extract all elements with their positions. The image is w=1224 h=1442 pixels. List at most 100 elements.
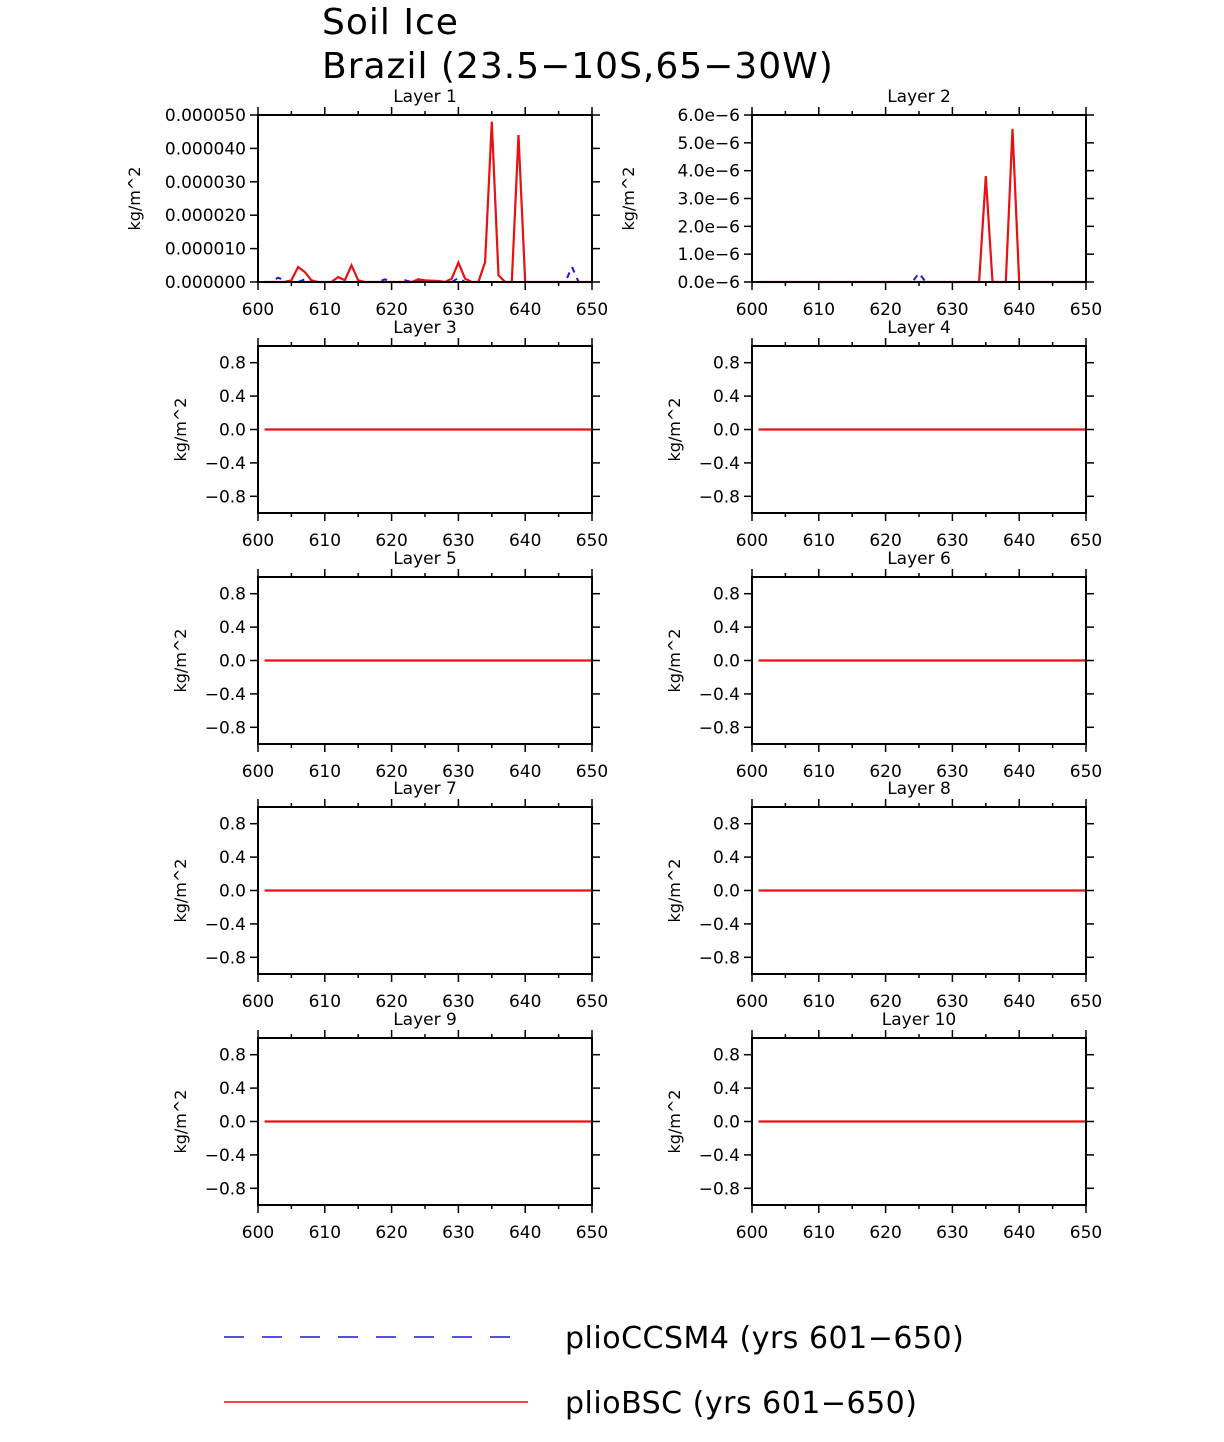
plot-frame xyxy=(751,114,1087,283)
x-tick-label: 610 xyxy=(803,762,835,782)
x-tick-label: 650 xyxy=(1070,992,1102,1012)
y-tick-label: 0.0 xyxy=(713,1113,740,1133)
x-tick-label: 600 xyxy=(242,300,274,320)
y-tick-label: −0.4 xyxy=(699,915,740,935)
x-tick-label: 640 xyxy=(509,762,541,782)
y-tick-label: 2.0e−6 xyxy=(677,217,740,237)
plot-frame xyxy=(257,114,593,283)
y-axis-label: kg/m^2 xyxy=(665,629,684,693)
x-tick-label: 600 xyxy=(242,531,274,551)
x-tick-label: 640 xyxy=(509,300,541,320)
y-tick-label: 0.0 xyxy=(219,1113,246,1133)
x-tick-label: 630 xyxy=(442,300,474,320)
x-tick-label: 650 xyxy=(1070,1223,1102,1243)
y-tick-label: −0.8 xyxy=(699,718,740,738)
y-tick-label: 0.8 xyxy=(219,815,246,835)
y-tick-label: 6.0e−6 xyxy=(677,106,740,126)
y-tick-label: −0.4 xyxy=(205,915,246,935)
panel-layer-9: 600 610 620 630 640 650 −0.8 −0.4 0.0 0.4 0.8 Layer… xyxy=(171,1010,608,1243)
panel-title: Layer 10 xyxy=(882,1010,956,1030)
y-axis-label: kg/m^2 xyxy=(665,1090,684,1154)
y-tick-label: 0.8 xyxy=(219,1046,246,1066)
panel-title: Layer 7 xyxy=(393,779,457,799)
x-tick-label: 620 xyxy=(375,531,407,551)
x-tick-label: 640 xyxy=(1003,1223,1035,1243)
y-axis-label: kg/m^2 xyxy=(171,859,190,923)
y-tick-label: 0.4 xyxy=(219,1079,246,1099)
x-tick-label: 640 xyxy=(509,1223,541,1243)
y-tick-label: 0.000020 xyxy=(165,206,246,226)
x-tick-label: 630 xyxy=(936,1223,968,1243)
y-tick-label: 0.8 xyxy=(713,585,740,605)
y-tick-label: 0.0 xyxy=(219,421,246,441)
y-tick-label: −0.8 xyxy=(205,487,246,507)
figure-title: Soil Ice xyxy=(322,2,459,43)
y-tick-label: −0.4 xyxy=(205,1146,246,1166)
y-tick-label: 0.000050 xyxy=(165,106,246,126)
panel-layer-1: 600 610 620 630 640 650 0.000000 0.000010 0.0000… xyxy=(125,87,608,320)
y-tick-label: −0.4 xyxy=(699,1146,740,1166)
x-tick-label: 650 xyxy=(1070,300,1102,320)
x-tick-label: 620 xyxy=(869,992,901,1012)
x-tick-label: 650 xyxy=(576,300,608,320)
panel-layer-10: 600 610 620 630 640 650 −0.8 −0.4 0.0 0.4 0.8 Layer… xyxy=(665,1010,1102,1243)
y-tick-label: 0.0 xyxy=(713,882,740,902)
x-tick-label: 630 xyxy=(936,300,968,320)
x-tick-label: 610 xyxy=(309,992,341,1012)
x-tick-label: 620 xyxy=(869,531,901,551)
y-tick-label: 0.4 xyxy=(713,848,740,868)
y-axis-label: kg/m^2 xyxy=(125,167,144,231)
x-tick-label: 610 xyxy=(309,762,341,782)
y-tick-label: −0.8 xyxy=(699,1179,740,1199)
x-tick-label: 620 xyxy=(869,1223,901,1243)
x-tick-label: 630 xyxy=(936,531,968,551)
y-tick-label: −0.8 xyxy=(205,948,246,968)
x-tick-label: 620 xyxy=(869,300,901,320)
y-tick-label: 0.8 xyxy=(713,1046,740,1066)
x-tick-label: 650 xyxy=(1070,762,1102,782)
panel-layer-8: 600 610 620 630 640 650 −0.8 −0.4 0.0 0.4 0.8 Layer… xyxy=(665,779,1102,1012)
panel-title: Layer 5 xyxy=(393,549,457,569)
x-tick-label: 610 xyxy=(803,300,835,320)
figure-subtitle: Brazil (23.5−10S,65−30W) xyxy=(322,46,834,87)
x-tick-label: 610 xyxy=(309,1223,341,1243)
panel-title: Layer 8 xyxy=(887,779,951,799)
panel-title: Layer 9 xyxy=(393,1010,457,1030)
x-tick-label: 600 xyxy=(736,531,768,551)
y-tick-label: 0.8 xyxy=(219,585,246,605)
y-tick-label: 0.4 xyxy=(219,848,246,868)
y-tick-label: 0.8 xyxy=(219,354,246,374)
panel-layer-6: 600 610 620 630 640 650 −0.8 −0.4 0.0 0.4 0.8 Layer… xyxy=(665,549,1102,782)
x-tick-label: 600 xyxy=(736,762,768,782)
y-tick-label: 0.0 xyxy=(713,421,740,441)
x-tick-label: 600 xyxy=(736,300,768,320)
y-tick-label: 0.0 xyxy=(713,652,740,672)
x-tick-label: 610 xyxy=(803,992,835,1012)
panel-layer-7: 600 610 620 630 640 650 −0.8 −0.4 0.0 0.4 0.8 Layer… xyxy=(171,779,608,1012)
legend-label-pliobsc: plioBSC (yrs 601−650) xyxy=(565,1386,917,1421)
panel-title: Layer 4 xyxy=(887,318,951,338)
x-tick-label: 610 xyxy=(803,531,835,551)
x-tick-label: 620 xyxy=(869,762,901,782)
y-tick-label: 4.0e−6 xyxy=(677,162,740,182)
x-tick-label: 640 xyxy=(1003,762,1035,782)
y-tick-label: 0.000040 xyxy=(165,139,246,159)
x-tick-label: 650 xyxy=(576,762,608,782)
x-tick-label: 630 xyxy=(442,531,474,551)
y-tick-label: 3.0e−6 xyxy=(677,190,740,210)
x-tick-label: 650 xyxy=(576,1223,608,1243)
y-tick-label: −0.8 xyxy=(699,948,740,968)
y-tick-label: 0.4 xyxy=(713,387,740,407)
legend: plioCCSM4 (yrs 601−650) plioBSC (yrs 601… xyxy=(224,1321,964,1421)
x-tick-label: 630 xyxy=(442,992,474,1012)
y-tick-label: 0.000030 xyxy=(165,173,246,193)
panels-group: 600 610 620 630 640 650 0.000000 0.000010 0.0000… xyxy=(125,87,1102,1243)
x-tick-label: 610 xyxy=(309,300,341,320)
y-tick-label: −0.8 xyxy=(205,1179,246,1199)
y-tick-label: −0.4 xyxy=(205,685,246,705)
series-pliobsc-line xyxy=(758,128,1086,284)
y-tick-label: 0.8 xyxy=(713,815,740,835)
y-tick-label: 0.4 xyxy=(713,1079,740,1099)
panel-layer-3: 600 610 620 630 640 650 −0.8 −0.4 0.0 0.4 0.8 Layer… xyxy=(171,318,608,551)
